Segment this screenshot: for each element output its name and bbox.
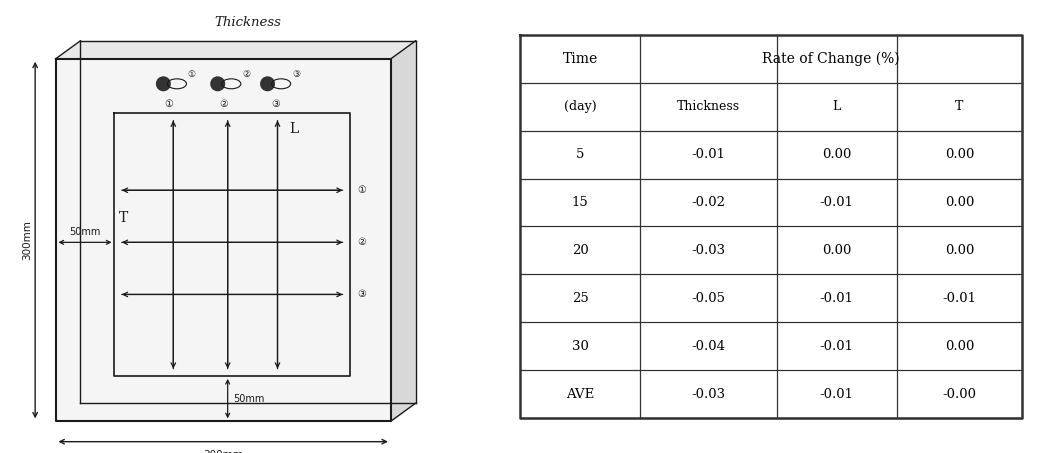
Text: -0.01: -0.01 (691, 148, 726, 161)
Text: -0.02: -0.02 (691, 196, 726, 209)
Text: 0.00: 0.00 (945, 148, 975, 161)
Text: ①: ① (357, 185, 365, 195)
Text: 50mm: 50mm (69, 227, 101, 237)
Text: ③: ③ (292, 70, 300, 79)
Text: 0.00: 0.00 (945, 196, 975, 209)
Text: 300mm: 300mm (22, 220, 33, 260)
Text: ②: ② (357, 237, 365, 247)
Text: ①: ① (165, 99, 173, 109)
Text: -0.01: -0.01 (819, 340, 854, 353)
Text: 0.00: 0.00 (822, 148, 852, 161)
Text: L: L (833, 100, 841, 113)
Polygon shape (56, 41, 415, 59)
Polygon shape (56, 59, 391, 421)
Text: ③: ③ (357, 289, 365, 299)
Text: 50mm: 50mm (233, 394, 264, 404)
Text: 25: 25 (572, 292, 588, 305)
Text: -0.00: -0.00 (942, 388, 977, 401)
Text: -0.01: -0.01 (942, 292, 977, 305)
Text: 30: 30 (572, 340, 588, 353)
Text: 20: 20 (572, 244, 588, 257)
Text: T: T (956, 100, 964, 113)
Text: ①: ① (188, 70, 196, 79)
Text: -0.04: -0.04 (691, 340, 726, 353)
Text: T: T (119, 211, 128, 225)
Text: ③: ③ (271, 99, 280, 109)
Text: ②: ② (219, 99, 228, 109)
Text: 15: 15 (572, 196, 588, 209)
Text: -0.01: -0.01 (819, 196, 854, 209)
Circle shape (211, 77, 224, 91)
Text: Thickness: Thickness (677, 100, 740, 113)
Text: 5: 5 (576, 148, 584, 161)
Text: -0.01: -0.01 (819, 292, 854, 305)
Polygon shape (391, 41, 415, 421)
Text: Rate of Change (%): Rate of Change (%) (763, 52, 900, 66)
Text: -0.05: -0.05 (691, 292, 726, 305)
Circle shape (261, 77, 275, 91)
Text: -0.03: -0.03 (691, 244, 726, 257)
Text: AVE: AVE (566, 388, 595, 401)
Text: 0.00: 0.00 (822, 244, 852, 257)
Text: (day): (day) (564, 100, 597, 113)
Text: 300mm: 300mm (204, 450, 243, 453)
Text: L: L (288, 122, 298, 136)
Text: -0.01: -0.01 (819, 388, 854, 401)
Text: 0.00: 0.00 (945, 340, 975, 353)
Text: Thickness: Thickness (215, 16, 281, 29)
Text: -0.03: -0.03 (691, 388, 726, 401)
Text: ②: ② (242, 70, 251, 79)
Text: Time: Time (562, 52, 598, 66)
Text: 0.00: 0.00 (945, 244, 975, 257)
Circle shape (156, 77, 170, 91)
